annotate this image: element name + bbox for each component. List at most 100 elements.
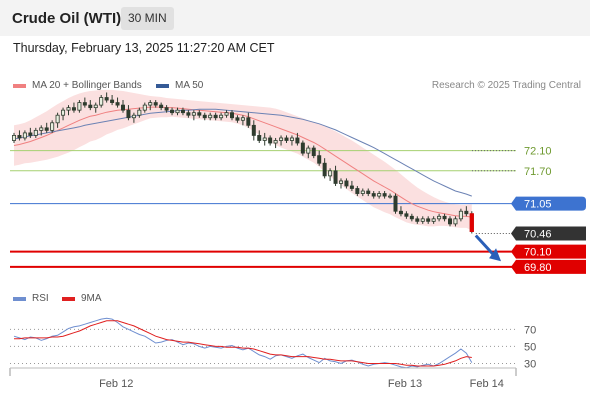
candle-body (44, 127, 49, 131)
candle-body (420, 218, 425, 222)
chart-header: Crude Oil (WTI) 30 MIN (0, 0, 590, 36)
candle-body (50, 122, 55, 131)
price-levels (10, 150, 516, 268)
candle-body (170, 109, 175, 114)
candle-body (415, 218, 420, 222)
candle-body (317, 155, 322, 164)
candle-body (164, 107, 169, 111)
rsi-level-label-70: 70 (524, 324, 536, 336)
pivot-tag (511, 196, 586, 211)
candle-body (240, 117, 245, 121)
rsi-swatch (13, 296, 26, 301)
candle-body (137, 109, 142, 116)
x-axis: Feb 12 Feb 13 Feb 14 (9, 367, 517, 390)
legend-ma20-label: MA 20 + Bollinger Bands (32, 80, 142, 91)
candle-body (99, 97, 104, 106)
candle-body (355, 188, 360, 194)
legend-ma50-label: MA 50 (175, 80, 204, 91)
datetime-label: Thursday, February 13, 2025 11:27:20 AM … (13, 41, 275, 55)
candle-body (382, 193, 387, 197)
candle-body (229, 112, 234, 119)
candle-body (213, 114, 218, 119)
candle-body (191, 112, 196, 116)
candle-body (39, 127, 44, 131)
legend-rsi: RSI (13, 293, 49, 304)
candle-body (153, 102, 158, 106)
candle-body (437, 215, 442, 220)
rsi-ma-swatch (62, 296, 75, 301)
candle-body (360, 190, 365, 194)
candle-body (71, 107, 76, 111)
candle-body (453, 218, 458, 225)
candle-body (22, 132, 27, 139)
candle-body (458, 210, 463, 220)
candle-body (197, 112, 202, 116)
candle-body (257, 135, 262, 141)
candle-body (338, 180, 343, 184)
candle-body (11, 135, 16, 141)
candle-body (393, 195, 398, 212)
candle-body (131, 114, 136, 119)
candle-body (186, 112, 191, 116)
candle-body (262, 137, 267, 141)
candle-body (371, 193, 376, 197)
candle-body (180, 109, 185, 114)
candle-body (279, 137, 284, 141)
legend-rsi-label: RSI (32, 293, 49, 304)
candle-body (235, 117, 240, 121)
candle-body (404, 213, 409, 217)
rsi-line (13, 317, 473, 369)
level-label-70.46: 70.46 (524, 228, 552, 240)
legend-rsi-ma: 9MA (62, 293, 102, 304)
last-candle (469, 213, 474, 232)
candle-body (295, 137, 300, 144)
candle-body (431, 218, 436, 222)
timeframe-badge[interactable]: 30 MIN (121, 7, 174, 30)
x-tick-label: Feb 13 (388, 378, 422, 390)
instrument-title: Crude Oil (WTI) (12, 10, 122, 27)
candle-body (148, 102, 153, 106)
candle-body (104, 97, 109, 101)
candle-body (82, 102, 87, 106)
candle-body (17, 135, 22, 139)
candle-body (409, 215, 414, 220)
candle-body (66, 107, 71, 111)
candle-body (328, 170, 333, 177)
bollinger-band (14, 89, 472, 231)
rsi-ma-line (14, 320, 472, 367)
rsi-level-label-50: 50 (524, 341, 536, 353)
last-price-tag (511, 226, 586, 241)
research-credit: Research © 2025 Trading Central (431, 80, 581, 91)
candle-body (306, 147, 311, 154)
candle-body (246, 117, 251, 126)
ma50-line (13, 108, 472, 197)
level-label-72.10: 72.10 (524, 146, 552, 158)
candle-body (93, 104, 98, 109)
candle-body (388, 195, 393, 198)
candle-body (398, 210, 403, 215)
candle-body (55, 114, 60, 124)
legend-ma50: MA 50 (156, 80, 203, 91)
candle-body (311, 147, 316, 157)
legend-ma20: MA 20 + Bollinger Bands (13, 80, 142, 91)
rsi-panel: 70 50 30 (10, 317, 536, 370)
candle-body (159, 104, 164, 109)
candle-body (447, 218, 452, 225)
ma50-swatch (156, 83, 169, 88)
bollinger-band-area (14, 89, 472, 231)
candle-body (61, 109, 66, 116)
level-label-69.80: 69.80 (524, 262, 552, 274)
support-tag-69.80 (511, 259, 586, 274)
candle-body (110, 99, 115, 103)
legend-rsi-ma-label: 9MA (81, 293, 102, 304)
candle-body (300, 142, 305, 154)
x-tick-label: Feb 14 (470, 378, 504, 390)
candle-body (208, 114, 213, 119)
candle-body (219, 114, 224, 119)
candle-body (202, 114, 207, 119)
ma20-swatch (13, 83, 26, 88)
candle-body (224, 112, 229, 116)
candle-body (322, 162, 327, 177)
rsi-level-label-30: 30 (524, 358, 536, 370)
x-tick-label: Feb 12 (99, 378, 133, 390)
